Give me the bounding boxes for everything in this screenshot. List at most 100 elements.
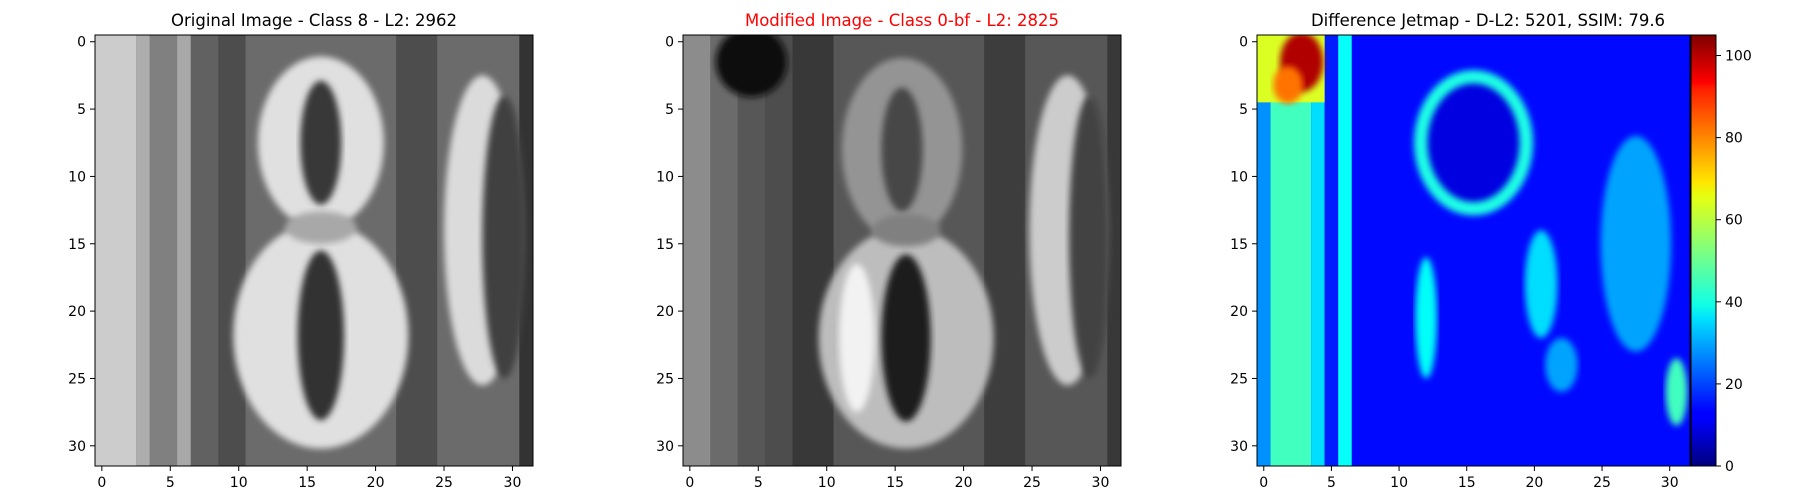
image-region-11 bbox=[881, 254, 931, 422]
image-region-3 bbox=[149, 35, 178, 466]
image-region-10 bbox=[1427, 83, 1520, 203]
y-tick-label: 20 bbox=[1230, 304, 1248, 320]
colorbar-tick-label: 80 bbox=[1725, 131, 1743, 147]
x-tick-label: 20 bbox=[1525, 475, 1543, 491]
image-region-4 bbox=[1324, 35, 1339, 466]
image-region-7 bbox=[715, 35, 788, 97]
original-image-pixels bbox=[95, 35, 533, 466]
image-region-13 bbox=[871, 214, 941, 247]
y-tick-label: 10 bbox=[656, 169, 674, 185]
image-region-14 bbox=[1600, 136, 1672, 352]
difference-jetmap-pixels bbox=[1257, 35, 1690, 466]
image-region-6 bbox=[1107, 35, 1121, 466]
image-region-13 bbox=[285, 211, 357, 244]
x-tick-label: 0 bbox=[685, 475, 694, 491]
colorbar-tick-label: 0 bbox=[1725, 459, 1734, 475]
colorbar-tick-label: 60 bbox=[1725, 213, 1743, 229]
image-region-1 bbox=[95, 35, 137, 466]
image-region-1 bbox=[1257, 35, 1271, 466]
colorbar-tick-label: 100 bbox=[1725, 49, 1752, 65]
x-tick-label: 15 bbox=[1458, 475, 1476, 491]
y-tick-label: 15 bbox=[68, 237, 86, 253]
y-tick-label: 30 bbox=[68, 439, 86, 455]
original-image-panel: Original Image - Class 8 - L2: 2962 0 5 10… bbox=[68, 11, 534, 491]
x-tick-label: 20 bbox=[955, 475, 973, 491]
image-region-5 bbox=[984, 35, 1026, 466]
image-region-13 bbox=[1545, 338, 1578, 392]
y-tick-label: 0 bbox=[77, 35, 86, 51]
image-region-8 bbox=[1273, 65, 1304, 104]
panel-title-original: Original Image - Class 8 - L2: 2962 bbox=[171, 11, 457, 30]
image-region-12 bbox=[839, 263, 875, 413]
y-tick-label: 15 bbox=[656, 237, 674, 253]
y-tick-label: 0 bbox=[1239, 35, 1248, 51]
image-region-1 bbox=[683, 35, 711, 466]
y-tick-label: 10 bbox=[68, 169, 86, 185]
y-tick-label: 0 bbox=[665, 35, 674, 51]
modified-image-pixels bbox=[683, 35, 1121, 466]
colorbar: 0 20 40 60 80 100 bbox=[1690, 34, 1752, 475]
modified-image-ticks: 0 5 10 15 20 25 30 0 5 10 15 20 25 30 bbox=[656, 35, 1109, 491]
original-image-frame bbox=[94, 34, 534, 467]
image-region-4 bbox=[177, 35, 191, 466]
image-region-15 bbox=[1068, 95, 1111, 379]
colorbar-gradient bbox=[1691, 35, 1716, 466]
y-tick-label: 15 bbox=[1230, 237, 1248, 253]
image-region-2 bbox=[1270, 35, 1312, 466]
image-region-15 bbox=[1665, 358, 1688, 426]
x-tick-label: 25 bbox=[1023, 475, 1041, 491]
x-tick-label: 10 bbox=[818, 475, 836, 491]
y-tick-label: 25 bbox=[656, 371, 674, 387]
x-tick-label: 0 bbox=[97, 475, 106, 491]
y-tick-label: 5 bbox=[665, 102, 674, 118]
x-tick-label: 30 bbox=[504, 475, 522, 491]
y-tick-label: 30 bbox=[1230, 439, 1248, 455]
image-region-11 bbox=[1415, 257, 1437, 379]
original-image-ticks: 0 5 10 15 20 25 30 0 5 10 15 20 25 30 bbox=[68, 35, 521, 491]
modified-image-panel: Modified Image - Class 0-bf - L2: 2825 0… bbox=[656, 11, 1122, 491]
colorbar-ticks: 0 20 40 60 80 100 bbox=[1716, 49, 1752, 475]
y-tick-label: 30 bbox=[656, 439, 674, 455]
x-tick-label: 15 bbox=[298, 475, 316, 491]
image-region-10 bbox=[300, 80, 342, 205]
difference-jetmap-ticks: 0 5 10 15 20 25 30 0 5 10 15 20 25 30 bbox=[1230, 35, 1678, 491]
image-region-3 bbox=[765, 35, 793, 466]
y-tick-label: 5 bbox=[77, 102, 86, 118]
x-tick-label: 5 bbox=[166, 475, 175, 491]
y-tick-label: 5 bbox=[1239, 102, 1248, 118]
x-tick-label: 20 bbox=[367, 475, 385, 491]
image-region-2 bbox=[710, 35, 738, 466]
x-tick-label: 0 bbox=[1259, 475, 1268, 491]
y-tick-label: 20 bbox=[656, 304, 674, 320]
image-region-8 bbox=[519, 35, 533, 466]
image-region-9 bbox=[881, 87, 923, 212]
x-tick-label: 25 bbox=[1593, 475, 1611, 491]
image-region-4 bbox=[792, 35, 834, 466]
difference-jetmap-frame bbox=[1256, 34, 1691, 467]
image-region-15 bbox=[482, 95, 527, 379]
colorbar-frame bbox=[1690, 34, 1717, 467]
x-tick-label: 15 bbox=[886, 475, 904, 491]
colorbar-tick-label: 40 bbox=[1725, 295, 1743, 311]
x-tick-label: 10 bbox=[230, 475, 248, 491]
x-tick-label: 30 bbox=[1092, 475, 1110, 491]
y-tick-label: 25 bbox=[1230, 371, 1248, 387]
image-region-6 bbox=[218, 35, 246, 466]
image-region-5 bbox=[190, 35, 219, 466]
x-tick-label: 30 bbox=[1661, 475, 1679, 491]
panel-title-modified: Modified Image - Class 0-bf - L2: 2825 bbox=[745, 11, 1059, 30]
y-tick-label: 25 bbox=[68, 371, 86, 387]
image-region-12 bbox=[1524, 230, 1558, 339]
difference-jetmap-panel: Difference Jetmap - D-L2: 5201, SSIM: 79… bbox=[1230, 11, 1691, 491]
x-tick-label: 25 bbox=[435, 475, 453, 491]
x-tick-label: 10 bbox=[1390, 475, 1408, 491]
image-region-2 bbox=[136, 35, 150, 466]
modified-image-frame bbox=[682, 34, 1122, 467]
image-region-5 bbox=[1338, 35, 1352, 466]
image-region-3 bbox=[1311, 35, 1325, 466]
y-tick-label: 10 bbox=[1230, 169, 1248, 185]
image-region-12 bbox=[297, 250, 345, 421]
x-tick-label: 5 bbox=[1327, 475, 1336, 491]
y-tick-label: 20 bbox=[68, 304, 86, 320]
